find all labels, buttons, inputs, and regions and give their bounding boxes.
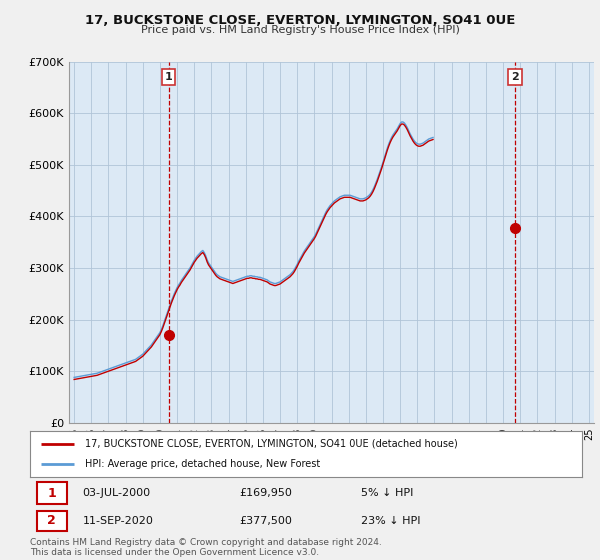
Text: 1: 1 xyxy=(47,487,56,500)
Text: 23% ↓ HPI: 23% ↓ HPI xyxy=(361,516,421,526)
Text: £377,500: £377,500 xyxy=(240,516,293,526)
Text: Contains HM Land Registry data © Crown copyright and database right 2024.
This d: Contains HM Land Registry data © Crown c… xyxy=(30,538,382,557)
Text: 11-SEP-2020: 11-SEP-2020 xyxy=(82,516,154,526)
Text: 1: 1 xyxy=(164,72,172,82)
Text: £169,950: £169,950 xyxy=(240,488,293,498)
FancyBboxPatch shape xyxy=(37,511,67,531)
Text: 17, BUCKSTONE CLOSE, EVERTON, LYMINGTON, SO41 0UE (detached house): 17, BUCKSTONE CLOSE, EVERTON, LYMINGTON,… xyxy=(85,438,458,449)
Text: HPI: Average price, detached house, New Forest: HPI: Average price, detached house, New … xyxy=(85,459,320,469)
Text: 17, BUCKSTONE CLOSE, EVERTON, LYMINGTON, SO41 0UE: 17, BUCKSTONE CLOSE, EVERTON, LYMINGTON,… xyxy=(85,14,515,27)
Text: 5% ↓ HPI: 5% ↓ HPI xyxy=(361,488,413,498)
Text: 2: 2 xyxy=(511,72,519,82)
Text: Price paid vs. HM Land Registry's House Price Index (HPI): Price paid vs. HM Land Registry's House … xyxy=(140,25,460,35)
FancyBboxPatch shape xyxy=(37,482,67,505)
Text: 2: 2 xyxy=(47,514,56,528)
Text: 03-JUL-2000: 03-JUL-2000 xyxy=(82,488,151,498)
